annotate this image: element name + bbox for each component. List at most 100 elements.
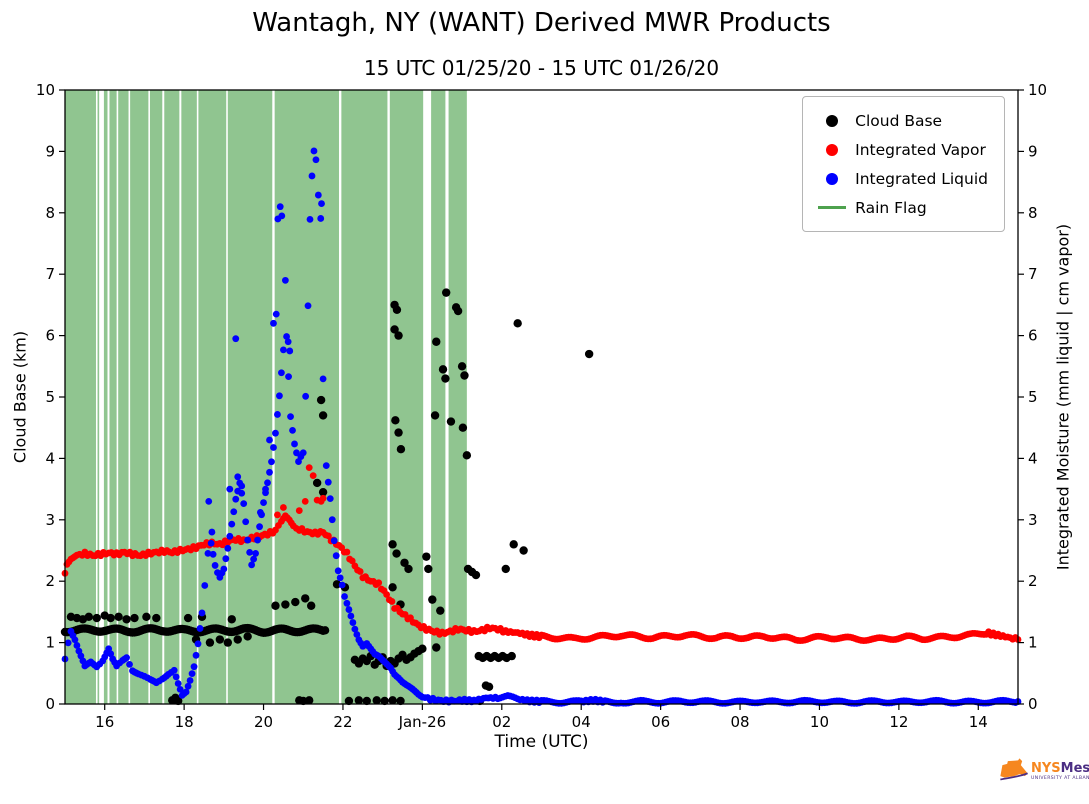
x-tick-label: 06 — [651, 713, 670, 731]
x-axis-label: Time (UTC) — [494, 732, 589, 752]
data-point — [392, 305, 402, 315]
y-tick-label-right: 5 — [1028, 388, 1038, 406]
data-point — [372, 696, 381, 705]
y-tick-label-left: 0 — [45, 695, 55, 713]
data-point — [390, 325, 399, 334]
data-point — [391, 416, 400, 425]
data-point — [238, 482, 246, 490]
x-tick-label: 16 — [95, 713, 114, 731]
integrated-liquid-dot-marker — [826, 172, 839, 185]
y-tick-label-left: 10 — [36, 81, 55, 99]
legend-item-cloud-base: Cloud Base — [813, 106, 988, 135]
y-tick-label-right: 10 — [1028, 81, 1047, 99]
data-point — [316, 395, 326, 405]
y-axis-label-right: Integrated Moisture (mm liquid | cm vapo… — [1053, 223, 1073, 571]
x-tick-label: 10 — [810, 713, 829, 731]
data-point — [318, 487, 328, 497]
y-tick-label-left: 5 — [45, 388, 55, 406]
y-tick-label-left: 7 — [45, 265, 55, 283]
x-tick-label: 18 — [175, 713, 194, 731]
data-point — [396, 696, 405, 706]
data-point — [457, 362, 467, 371]
data-point — [114, 612, 123, 622]
cloud-base-dot-marker — [826, 114, 839, 127]
data-point — [441, 374, 450, 383]
data-point — [226, 485, 234, 493]
data-point — [106, 613, 115, 623]
data-point — [354, 696, 364, 705]
y-tick-label-right: 1 — [1028, 634, 1038, 652]
data-point — [400, 558, 409, 567]
data-point — [205, 497, 213, 505]
data-point — [279, 504, 287, 511]
data-point — [234, 473, 242, 481]
data-point — [262, 485, 269, 493]
x-tick-label: 04 — [572, 713, 591, 731]
data-point — [84, 612, 94, 622]
x-tick-label: 12 — [889, 713, 908, 731]
data-point — [380, 696, 389, 706]
y-axis-right-ticks: 0 1 2 3 4 5 6 7 8 9 10 — [1018, 81, 1047, 713]
data-point — [270, 319, 277, 327]
ny-state-icon — [1000, 758, 1028, 781]
chart-subtitle: 15 UTC 01/25/20 - 15 UTC 01/26/20 — [363, 56, 720, 80]
data-point — [130, 613, 139, 623]
data-point — [215, 635, 225, 644]
x-tick-label: Jan-26 — [398, 713, 447, 731]
data-point — [223, 638, 233, 647]
y-tick-label-right: 4 — [1028, 449, 1038, 467]
data-point — [278, 212, 286, 220]
data-point — [428, 595, 437, 604]
series-integrated-vapor — [61, 464, 1022, 645]
data-point — [471, 570, 481, 580]
data-point — [584, 349, 594, 359]
x-tick-label: 02 — [492, 713, 511, 731]
x-tick-label: 14 — [969, 713, 988, 731]
rain-flag-line-marker — [818, 206, 847, 209]
data-point — [318, 200, 325, 207]
data-point — [306, 601, 316, 610]
data-point — [281, 276, 289, 284]
data-point — [436, 606, 445, 615]
x-tick-label: 20 — [254, 713, 273, 731]
data-point — [305, 696, 314, 705]
data-point — [173, 696, 183, 706]
legend-label: Rain Flag — [855, 198, 927, 217]
data-point — [460, 371, 469, 380]
data-point — [388, 696, 397, 705]
data-point — [92, 613, 101, 623]
data-point — [142, 612, 151, 622]
data-point — [284, 338, 292, 346]
data-point — [392, 549, 401, 558]
y-tick-label-left: 4 — [45, 449, 55, 467]
data-point — [501, 564, 510, 574]
logo-nys-text: NYS — [1031, 761, 1061, 777]
x-axis-ticks: 16 18 20 22 Jan-26 02 04 06 08 10 12 14 — [95, 704, 988, 731]
legend-item-integrated-liquid: Integrated Liquid — [813, 164, 988, 193]
data-point — [291, 597, 300, 607]
data-point — [430, 411, 440, 420]
data-point — [317, 497, 325, 505]
data-point — [388, 583, 397, 592]
y-axis-left-ticks: 0 1 2 3 4 5 6 7 8 9 10 — [36, 81, 65, 713]
data-point — [122, 615, 131, 624]
y-tick-label-left: 8 — [45, 204, 55, 222]
data-point — [309, 472, 317, 479]
y-tick-label-left: 2 — [45, 572, 55, 590]
y-axis-label-left: Cloud Base (km) — [10, 330, 30, 464]
data-point — [152, 613, 161, 623]
data-point — [272, 310, 280, 318]
data-point — [424, 564, 433, 574]
page-title: Wantagh, NY (WANT) Derived MWR Products — [252, 8, 831, 38]
data-point — [312, 478, 322, 488]
series-cloud-base — [60, 288, 594, 706]
data-point — [418, 644, 427, 653]
data-point — [484, 682, 494, 692]
y-tick-label-right: 7 — [1028, 265, 1038, 283]
data-point — [276, 203, 284, 211]
data-point — [453, 306, 463, 316]
legend-item-rain-flag: Rain Flag — [813, 193, 988, 222]
data-point — [509, 540, 518, 549]
data-point — [432, 643, 441, 652]
